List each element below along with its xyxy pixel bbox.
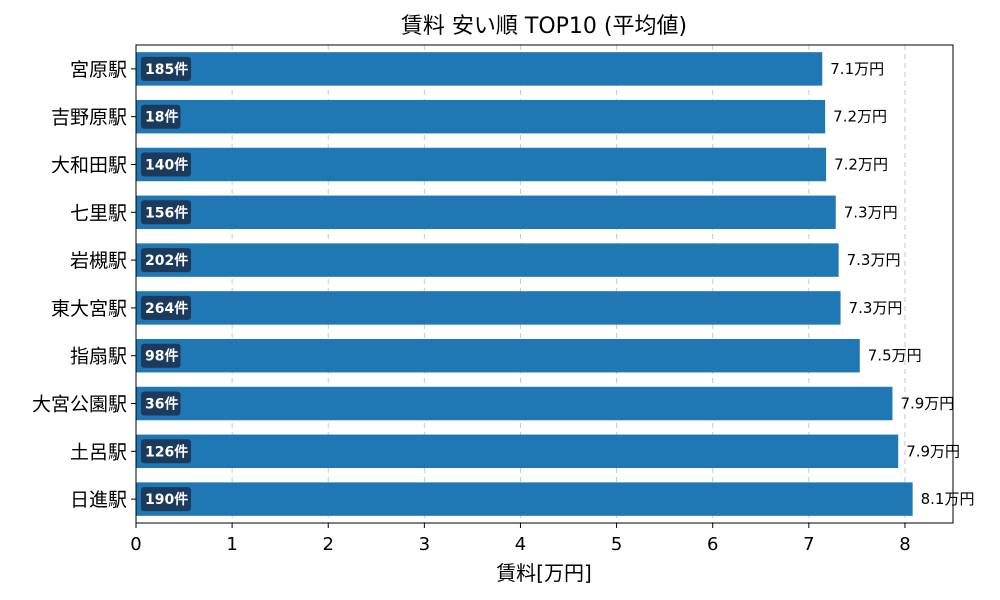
category-label: 吉野原駅 [51, 107, 127, 129]
count-label: 140件 [145, 157, 188, 174]
category-label: 大和田駅 [51, 155, 127, 177]
category-label: 大宮公園駅 [32, 394, 127, 416]
count-label: 156件 [145, 204, 188, 221]
count-label: 264件 [145, 300, 188, 317]
x-tick-label: 8 [899, 534, 910, 555]
count-badge [141, 200, 191, 225]
bar [136, 243, 839, 277]
count-badge [141, 487, 191, 512]
count-badge [141, 295, 191, 320]
x-axis-label: 賃料[万円] [496, 561, 592, 585]
value-label: 7.3万円 [847, 251, 901, 269]
category-label: 七里駅 [70, 202, 127, 224]
count-label: 185件 [145, 61, 188, 78]
value-label: 7.3万円 [844, 203, 898, 221]
category-label: 土呂駅 [70, 441, 127, 463]
category-label: 指扇駅 [70, 346, 127, 368]
count-label: 190件 [145, 491, 188, 508]
x-tick-label: 3 [419, 534, 430, 555]
value-label: 7.5万円 [868, 347, 922, 365]
category-label: 宮原駅 [70, 59, 127, 81]
bar [136, 52, 823, 86]
value-label: 7.3万円 [849, 299, 903, 317]
x-tick-label: 5 [611, 534, 622, 555]
count-badge [141, 56, 191, 81]
count-badge [141, 439, 191, 464]
x-tick-label: 2 [323, 534, 334, 555]
bars: 185件 7.1万円 18件 7.2万円 140件 7.2万円 156件 7.3万円 202件 7… [136, 52, 974, 516]
x-tick-label: 4 [515, 534, 526, 555]
count-badge [141, 104, 181, 129]
bar [136, 482, 913, 516]
count-label: 36件 [145, 396, 178, 413]
category-label: 岩槻駅 [70, 250, 127, 272]
category-label: 東大宮駅 [51, 298, 127, 320]
x-tick-label: 6 [707, 534, 718, 555]
value-label: 7.2万円 [833, 108, 887, 126]
bar [136, 338, 860, 373]
x-tick-label: 0 [130, 534, 141, 555]
count-badge [141, 152, 191, 177]
bar [136, 291, 841, 325]
bar [136, 195, 836, 230]
plot-frame [135, 44, 954, 524]
count-badge [141, 248, 191, 273]
count-label: 126件 [145, 443, 188, 460]
bar [136, 147, 827, 182]
count-badge [141, 343, 181, 368]
value-label: 7.1万円 [830, 60, 884, 78]
value-label: 7.2万円 [834, 156, 888, 174]
bar [136, 434, 899, 469]
count-badge [141, 391, 181, 416]
count-label: 202件 [145, 252, 188, 269]
category-label: 日進駅 [70, 489, 127, 511]
value-label: 8.1万円 [921, 490, 975, 508]
x-tick-label: 7 [803, 534, 814, 555]
bar [136, 386, 893, 421]
chart-title: 賃料 安い順 TOP10 (平均値) [401, 14, 687, 39]
bar [136, 99, 826, 134]
count-label: 98件 [145, 348, 178, 365]
value-label: 7.9万円 [900, 395, 954, 413]
count-label: 18件 [145, 109, 178, 126]
value-label: 7.9万円 [906, 442, 960, 460]
x-tick-label: 1 [226, 534, 237, 555]
